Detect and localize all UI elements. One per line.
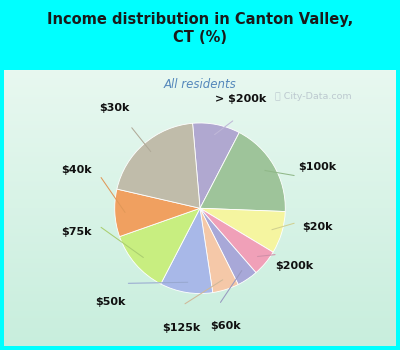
Text: Income distribution in Canton Valley,
CT (%): Income distribution in Canton Valley, CT… bbox=[47, 12, 353, 45]
Wedge shape bbox=[200, 208, 285, 252]
Text: All residents: All residents bbox=[164, 78, 236, 91]
Text: $50k: $50k bbox=[95, 297, 126, 307]
Wedge shape bbox=[200, 208, 273, 273]
Text: $20k: $20k bbox=[302, 222, 333, 232]
Wedge shape bbox=[117, 123, 200, 208]
Text: $75k: $75k bbox=[61, 227, 92, 237]
Wedge shape bbox=[192, 123, 239, 208]
Text: $125k: $125k bbox=[162, 323, 200, 332]
Text: $30k: $30k bbox=[100, 103, 130, 113]
Text: ⓘ City-Data.com: ⓘ City-Data.com bbox=[275, 92, 352, 101]
Text: $40k: $40k bbox=[61, 165, 92, 175]
Wedge shape bbox=[200, 208, 256, 285]
Wedge shape bbox=[161, 208, 213, 294]
Wedge shape bbox=[200, 133, 285, 211]
Text: > $200k: > $200k bbox=[215, 94, 266, 104]
Wedge shape bbox=[200, 208, 238, 293]
Wedge shape bbox=[115, 189, 200, 237]
Text: $60k: $60k bbox=[210, 321, 241, 331]
Text: $100k: $100k bbox=[299, 162, 337, 172]
Text: $200k: $200k bbox=[275, 261, 313, 271]
Wedge shape bbox=[120, 208, 200, 284]
